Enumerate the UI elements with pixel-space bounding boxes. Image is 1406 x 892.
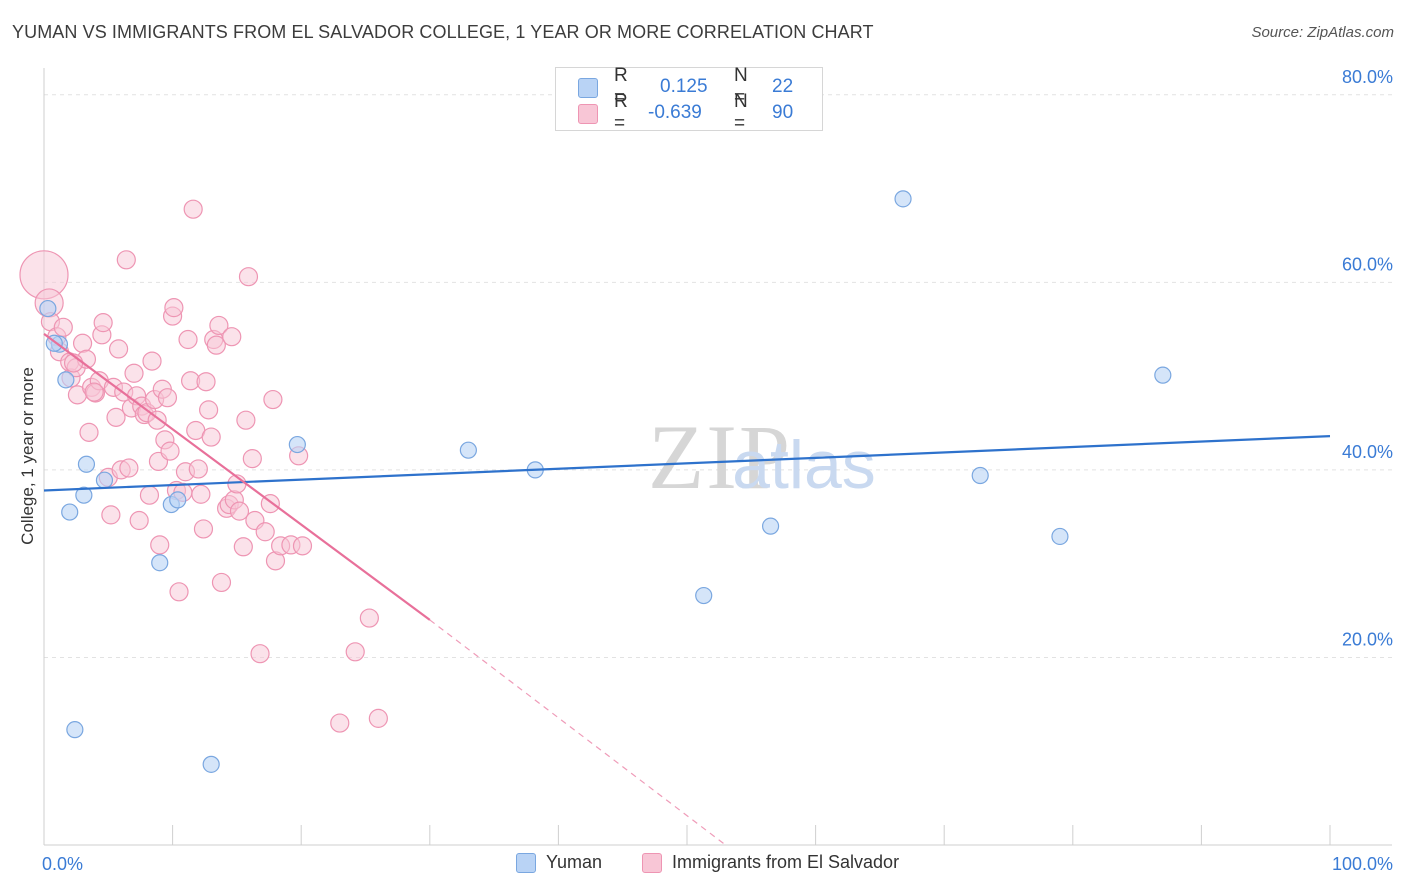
salvador-point xyxy=(191,484,211,504)
salvador-point xyxy=(178,329,198,350)
salvador-point xyxy=(142,351,162,371)
gridlines xyxy=(44,94,1392,658)
r-value: 0.125 xyxy=(660,76,708,97)
salvador-point xyxy=(238,267,259,287)
salvador-point xyxy=(222,327,242,347)
yuman-point xyxy=(894,190,912,208)
salvador-point xyxy=(193,519,214,539)
salvador-trend-line xyxy=(43,333,431,621)
salvador-point xyxy=(242,449,262,469)
salvador-point xyxy=(229,501,250,521)
source-label: Source: ZipAtlas.com xyxy=(1251,24,1394,41)
salvador-point xyxy=(263,389,283,410)
salvador-point xyxy=(233,537,253,557)
salvador-swatch xyxy=(578,104,598,124)
yuman-point xyxy=(761,517,780,535)
salvador-point xyxy=(79,422,99,442)
salvador-point xyxy=(108,339,129,359)
r-value: -0.639 xyxy=(648,102,702,123)
salvador-point xyxy=(160,441,180,461)
salvador-trend-extension xyxy=(429,619,726,846)
salvador-legend-swatch xyxy=(642,852,662,873)
salvador-point xyxy=(72,333,93,353)
yuman-point xyxy=(57,371,75,389)
yuman-point xyxy=(288,435,306,454)
salvador-points xyxy=(19,199,388,733)
yuman-point xyxy=(695,586,713,605)
yuman-point xyxy=(77,455,96,473)
yuman-points xyxy=(39,190,1172,773)
yuman-point xyxy=(151,554,169,572)
yuman-point xyxy=(1051,527,1069,546)
watermark-zip: ZIP xyxy=(648,406,792,508)
r-label: R = xyxy=(614,91,628,134)
salvador-point xyxy=(330,713,350,733)
salvador-point xyxy=(129,510,149,531)
salvador-point xyxy=(345,642,365,662)
salvador-point xyxy=(93,313,113,333)
yuman-swatch xyxy=(578,78,598,98)
salvador-point xyxy=(169,582,189,602)
legend-label: Immigrants from El Salvador xyxy=(672,852,900,872)
x-tick-label: 0.0% xyxy=(42,854,83,874)
salvador-point xyxy=(124,363,144,383)
n-value: 90 xyxy=(772,102,794,123)
yuman-point xyxy=(202,755,220,773)
yuman-point xyxy=(459,441,477,459)
y-tick-label: 20.0% xyxy=(1342,629,1393,649)
salvador-point xyxy=(199,400,219,420)
n-value: 22 xyxy=(772,76,794,97)
salvador-point xyxy=(292,536,313,556)
salvador-point xyxy=(255,522,275,542)
salvador-point xyxy=(209,315,229,336)
salvador-point xyxy=(119,458,139,478)
salvador-point xyxy=(196,372,216,392)
salvador-point xyxy=(201,427,221,447)
n-label: N = xyxy=(734,65,748,108)
trend-lines xyxy=(43,333,1331,846)
salvador-point xyxy=(188,459,208,479)
yuman-point xyxy=(1154,366,1172,384)
legend-label: Yuman xyxy=(546,852,603,872)
salvador-point xyxy=(84,382,104,402)
salvador-point xyxy=(116,250,136,270)
yuman-point xyxy=(971,466,989,485)
y-tick-label: 60.0% xyxy=(1342,254,1393,274)
legend-item-yuman: Yuman xyxy=(516,852,602,873)
salvador-point xyxy=(139,485,160,505)
salvador-point xyxy=(183,199,203,219)
y-tick-label: 40.0% xyxy=(1342,442,1393,462)
salvador-point xyxy=(236,410,256,430)
yuman-point xyxy=(75,486,93,504)
yuman-trend-line xyxy=(43,435,1331,492)
salvador-point xyxy=(211,572,232,593)
salvador-point xyxy=(157,388,178,408)
yuman-point xyxy=(95,471,114,489)
salvador-point xyxy=(206,335,226,355)
salvador-point xyxy=(164,298,184,318)
yuman-legend-swatch xyxy=(516,852,536,873)
yuman-point xyxy=(66,721,84,739)
yuman-point xyxy=(169,491,187,509)
chart-title: YUMAN VS IMMIGRANTS FROM EL SALVADOR COL… xyxy=(12,22,874,42)
tick-labels: 20.0% 40.0% 60.0% 80.0% 0.0% 100.0% xyxy=(42,67,1393,874)
r-label: R = xyxy=(614,65,628,108)
x-tick-label: 100.0% xyxy=(1332,854,1393,874)
salvador-point xyxy=(250,644,270,664)
salvador-point xyxy=(101,505,121,525)
salvador-point xyxy=(106,407,126,427)
watermark-atlas: atlas xyxy=(732,427,876,503)
n-label: N = xyxy=(734,91,748,134)
axes xyxy=(43,68,1392,846)
yuman-point xyxy=(61,503,79,521)
salvador-point xyxy=(53,317,73,337)
salvador-point xyxy=(150,535,170,555)
y-tick-label: 80.0% xyxy=(1342,67,1393,87)
yuman-point xyxy=(39,299,57,318)
salvador-point xyxy=(368,708,388,728)
legend-item-salvador: Immigrants from El Salvador xyxy=(642,852,899,873)
salvador-point xyxy=(359,608,379,628)
stats-box: R = 0.125 N = 22 R = -0.639 N = 90 xyxy=(555,65,823,134)
